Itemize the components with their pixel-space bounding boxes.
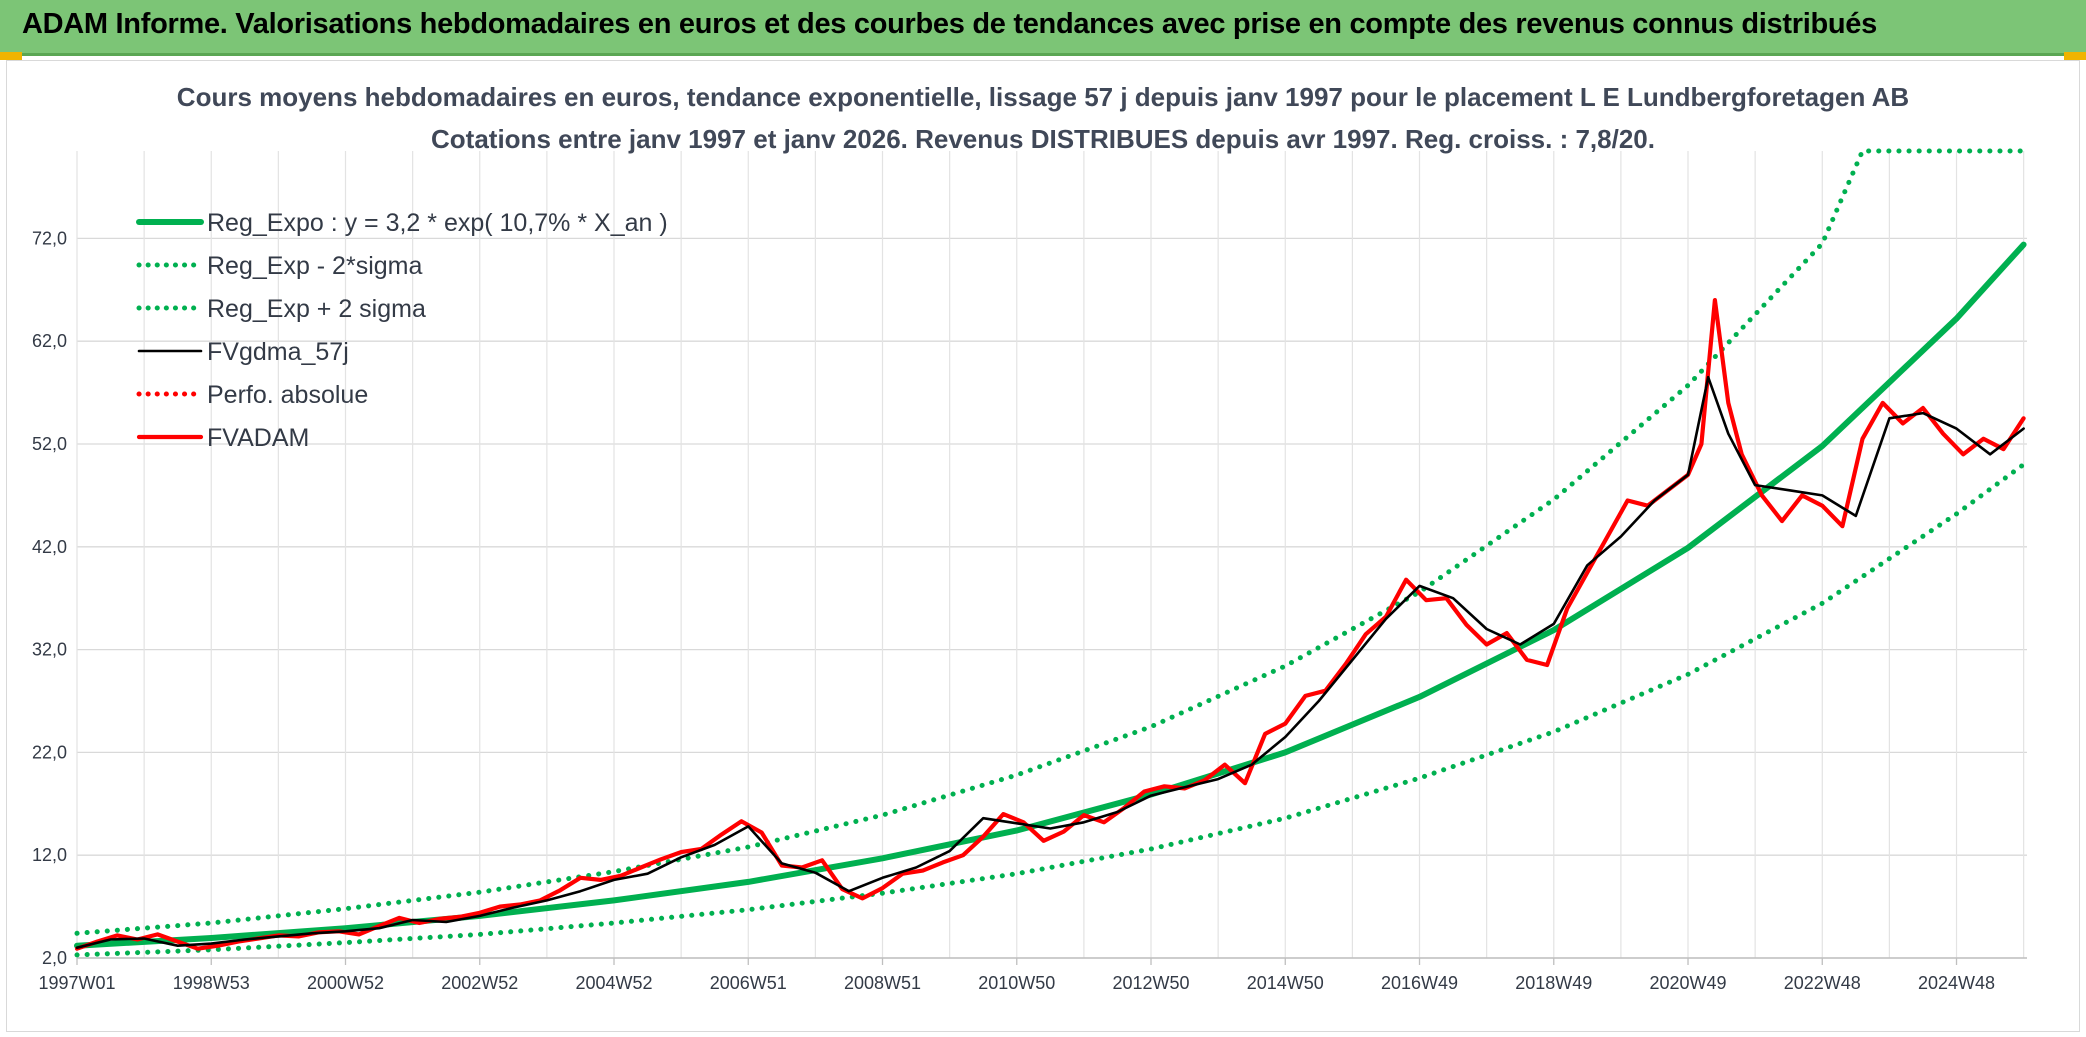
- series-line-1: [74, 462, 2027, 958]
- series-line-3: [75, 375, 2025, 950]
- x-tick-label: 2020W49: [1649, 973, 1726, 993]
- y-tick-label: 72,0: [32, 228, 67, 248]
- line-chart: 2,0 12,0 22,0 32,0 42,0 52,0 62,0 72,0 1997W01 19…: [32, 82, 2027, 993]
- legend-label: FVADAM: [207, 424, 309, 452]
- x-tick-label: 2012W50: [1112, 973, 1189, 993]
- chart-subtitle: Cotations entre janv 1997 et janv 2026. …: [431, 124, 1655, 154]
- x-tick-label: 2016W49: [1381, 973, 1458, 993]
- report-header: ADAM Informe. Valorisations hebdomadaire…: [0, 0, 2086, 56]
- x-tick-label: 2024W48: [1918, 973, 1995, 993]
- series-line-0: [74, 241, 2027, 949]
- x-tick-label: 2004W52: [575, 973, 652, 993]
- series-lines: [74, 148, 2027, 958]
- accent-marker-left: [0, 52, 22, 60]
- y-tick-label: 42,0: [32, 537, 67, 557]
- legend: Reg_Expo : y = 3,2 * exp( 10,7% * X_an )…: [136, 209, 668, 452]
- y-tick-label: 12,0: [32, 845, 67, 865]
- chart-frame: 2,0 12,0 22,0 32,0 42,0 52,0 62,0 72,0 1997W01 19…: [6, 60, 2080, 1032]
- legend-label: Reg_Exp - 2*sigma: [207, 252, 422, 280]
- x-tick-label: 2018W49: [1515, 973, 1592, 993]
- x-tick-label: 2000W52: [307, 973, 384, 993]
- x-tick-label: 2006W51: [710, 973, 787, 993]
- x-tick-label: 2022W48: [1784, 973, 1861, 993]
- x-tick-label: 1998W53: [173, 973, 250, 993]
- x-tick-label: 1997W01: [38, 973, 115, 993]
- y-tick-label: 22,0: [32, 742, 67, 762]
- y-tick-label: 32,0: [32, 640, 67, 660]
- accent-marker-right: [2064, 52, 2086, 60]
- report-title: ADAM Informe. Valorisations hebdomadaire…: [22, 8, 1877, 40]
- x-tick-label: 2014W50: [1247, 973, 1324, 993]
- chart-title: Cours moyens hebdomadaires en euros, ten…: [177, 82, 1909, 112]
- x-tick-label: 2010W50: [978, 973, 1055, 993]
- series-line-5: [74, 298, 2026, 951]
- y-tick-label: 2,0: [42, 948, 67, 968]
- legend-label: Reg_Exp + 2 sigma: [207, 295, 426, 323]
- y-tick-label: 52,0: [32, 434, 67, 454]
- x-tick-label: 2002W52: [441, 973, 518, 993]
- legend-label: Perfo. absolue: [207, 381, 368, 409]
- x-tick-label: 2008W51: [844, 973, 921, 993]
- legend-label: FVgdma_57j: [207, 338, 349, 366]
- axes: 2,0 12,0 22,0 32,0 42,0 52,0 62,0 72,0 1997W01 19…: [32, 228, 2027, 993]
- legend-label: Reg_Expo : y = 3,2 * exp( 10,7% * X_an ): [207, 209, 668, 237]
- y-tick-label: 62,0: [32, 331, 67, 351]
